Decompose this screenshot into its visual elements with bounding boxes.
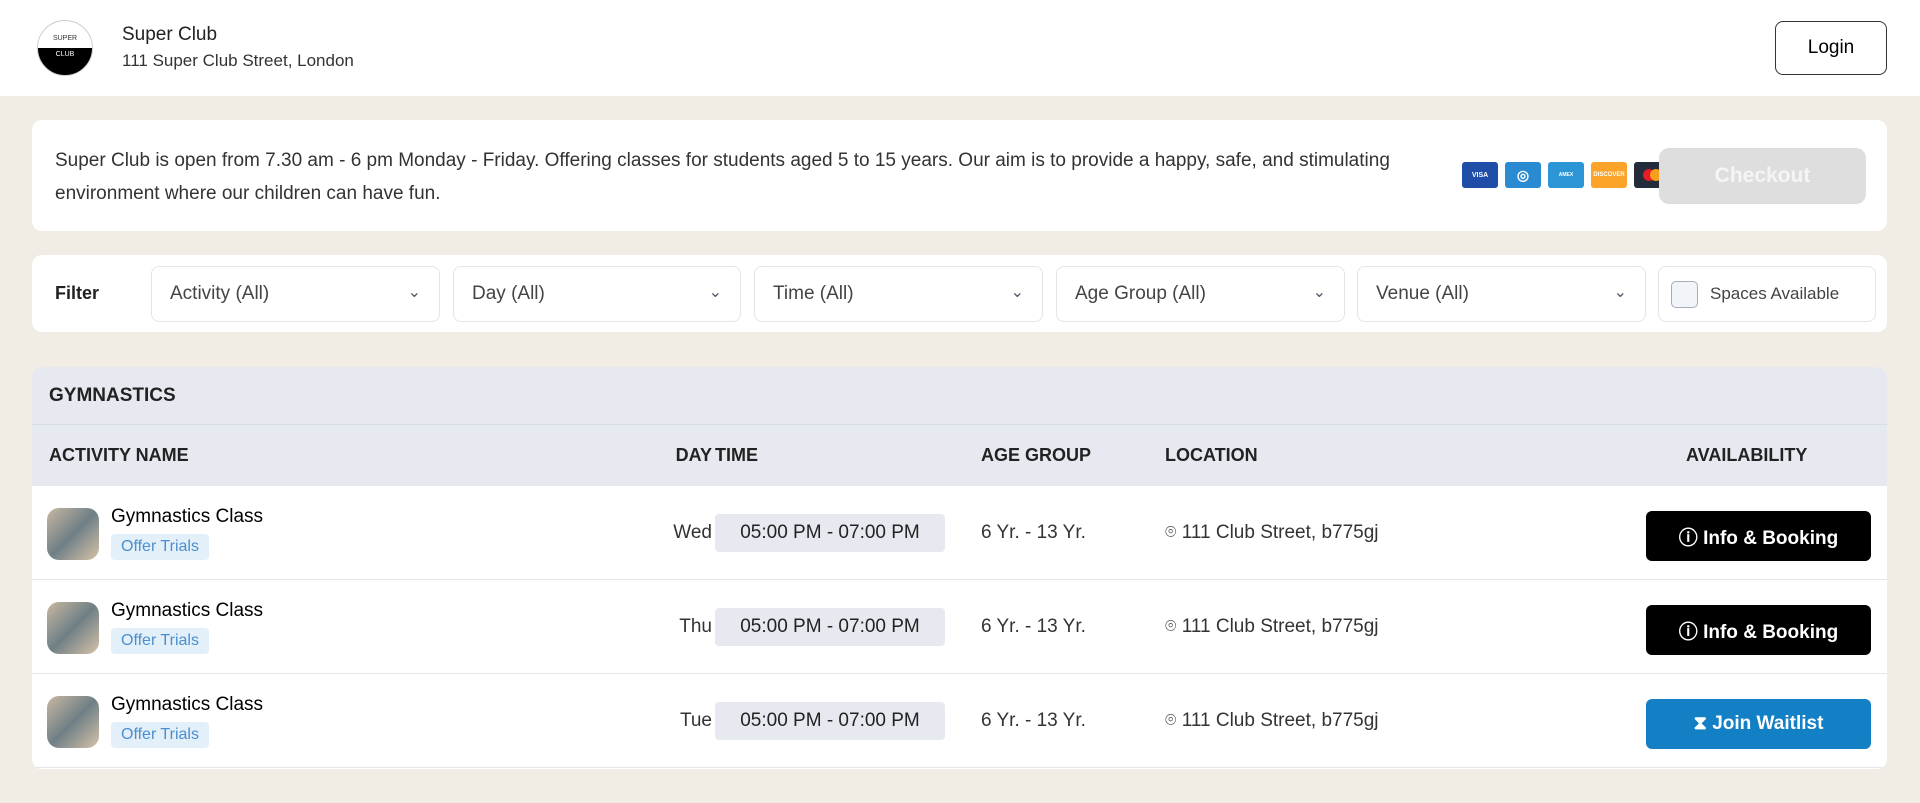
table-row: Gymnastics Class Offer Trials Tue 05:00 … <box>32 674 1887 768</box>
logo-text-top: SUPER <box>52 35 78 42</box>
day: Tue <box>679 710 712 731</box>
select-value: Day (All) <box>472 283 545 304</box>
logo-text-bottom: CLUB <box>55 51 75 58</box>
col-age-group: AGE GROUP <box>981 445 1092 465</box>
info-icon: ⓘ <box>1678 527 1698 549</box>
discover-icon: DISCOVER <box>1591 162 1627 188</box>
filter-bar: Filter Activity (All) ⌄ Day (All) ⌄ Time (… <box>32 255 1887 332</box>
activity-thumbnail <box>47 508 99 560</box>
select-value: Venue (All) <box>1376 283 1469 304</box>
col-availability: AVAILABILITY <box>1686 445 1808 465</box>
select-value: Time (All) <box>773 283 854 304</box>
club-address: 111 Super Club Street, London <box>122 51 354 70</box>
activities-table: GYMNASTICS ACTIVITY NAME DAY TIME AGE GR… <box>32 367 1887 769</box>
day-select[interactable]: Day (All) ⌄ <box>453 266 741 322</box>
amex-icon: AMEX <box>1548 162 1584 188</box>
info-booking-button[interactable]: ⓘ Info & Booking <box>1646 511 1871 561</box>
venue-select[interactable]: Venue (All) ⌄ <box>1357 266 1646 322</box>
activity-thumbnail <box>47 602 99 654</box>
checkout-button[interactable]: Checkout <box>1659 148 1866 204</box>
diners-icon: ◎ <box>1505 162 1541 188</box>
age-group: 6 Yr. - 13 Yr. <box>981 616 1086 637</box>
location-text: 111 Club Street, b775gj <box>1181 616 1379 637</box>
age-group-select[interactable]: Age Group (All) ⌄ <box>1056 266 1345 322</box>
location: ⌾ 111 Club Street, b775gj <box>1165 616 1379 638</box>
chevron-down-icon: ⌄ <box>1613 284 1627 301</box>
activity-thumbnail <box>47 696 99 748</box>
button-label: Info & Booking <box>1703 527 1839 549</box>
chevron-down-icon: ⌄ <box>708 284 722 301</box>
location: ⌾ 111 Club Street, b775gj <box>1165 522 1379 544</box>
age-group: 6 Yr. - 13 Yr. <box>981 522 1086 543</box>
col-time: TIME <box>715 445 758 465</box>
location: ⌾ 111 Club Street, b775gj <box>1165 710 1379 732</box>
payment-methods: VISA ◎ AMEX DISCOVER <box>1462 162 1670 188</box>
activity-name: Gymnastics Class <box>111 600 264 621</box>
chevron-down-icon: ⌄ <box>1312 284 1326 301</box>
table-header: ACTIVITY NAME DAY TIME AGE GROUP LOCATIO… <box>32 425 1887 486</box>
chevron-down-icon: ⌄ <box>407 284 421 301</box>
spaces-available-label: Spaces Available <box>1710 284 1840 303</box>
offer-trials-badge: Offer Trials <box>111 534 209 560</box>
club-logo: SUPER CLUB <box>37 20 93 76</box>
info-booking-button[interactable]: ⓘ Info & Booking <box>1646 605 1871 655</box>
select-value: Activity (All) <box>170 283 270 304</box>
col-day: DAY <box>675 445 712 465</box>
age-group: 6 Yr. - 13 Yr. <box>981 710 1086 731</box>
select-value: Age Group (All) <box>1075 283 1206 304</box>
map-pin-icon: ⌾ <box>1165 522 1177 543</box>
time-range: 05:00 PM - 07:00 PM <box>715 702 945 740</box>
button-label: Join Waitlist <box>1712 713 1824 734</box>
spaces-available-checkbox[interactable]: Spaces Available <box>1658 266 1876 322</box>
checkbox-box[interactable] <box>1671 281 1698 308</box>
button-label: Info & Booking <box>1703 621 1839 643</box>
location-text: 111 Club Street, b775gj <box>1181 522 1379 543</box>
col-location: LOCATION <box>1165 445 1258 465</box>
club-name: Super Club <box>122 24 218 45</box>
section-title: GYMNASTICS <box>32 367 1887 425</box>
map-pin-icon: ⌾ <box>1165 710 1177 731</box>
time-select[interactable]: Time (All) ⌄ <box>754 266 1043 322</box>
location-text: 111 Club Street, b775gj <box>1181 710 1379 731</box>
activity-name: Gymnastics Class <box>111 694 264 715</box>
filter-label: Filter <box>55 283 100 303</box>
join-waitlist-button[interactable]: ⧗ Join Waitlist <box>1646 699 1871 749</box>
table-row: Gymnastics Class Offer Trials Thu 05:00 … <box>32 580 1887 674</box>
login-button[interactable]: Login <box>1775 21 1887 75</box>
map-pin-icon: ⌾ <box>1165 616 1177 637</box>
col-activity-name: ACTIVITY NAME <box>49 445 189 465</box>
activity-name: Gymnastics Class <box>111 506 264 527</box>
activity-select[interactable]: Activity (All) ⌄ <box>151 266 440 322</box>
offer-trials-badge: Offer Trials <box>111 722 209 748</box>
club-description: Super Club is open from 7.30 am - 6 pm M… <box>55 150 1390 204</box>
table-row: Gymnastics Class Offer Trials Wed 05:00 … <box>32 486 1887 580</box>
time-range: 05:00 PM - 07:00 PM <box>715 608 945 646</box>
visa-icon: VISA <box>1462 162 1498 188</box>
chevron-down-icon: ⌄ <box>1010 284 1024 301</box>
time-range: 05:00 PM - 07:00 PM <box>715 514 945 552</box>
day: Thu <box>679 616 712 637</box>
info-card: Super Club is open from 7.30 am - 6 pm M… <box>32 120 1887 231</box>
info-icon: ⓘ <box>1678 621 1698 643</box>
header: SUPER CLUB Super Club 111 Super Club Str… <box>0 0 1920 96</box>
hourglass-icon: ⧗ <box>1693 713 1707 734</box>
offer-trials-badge: Offer Trials <box>111 628 209 654</box>
day: Wed <box>673 522 712 543</box>
